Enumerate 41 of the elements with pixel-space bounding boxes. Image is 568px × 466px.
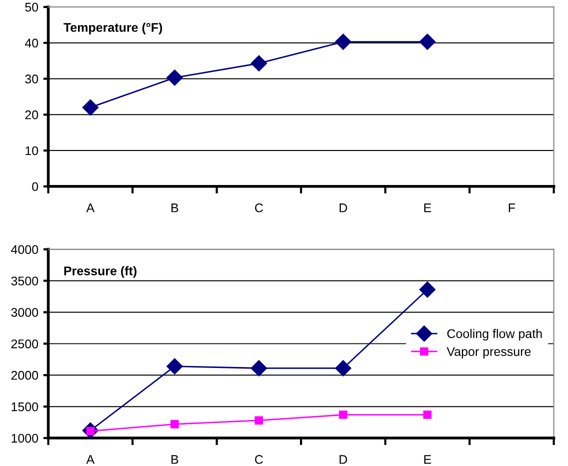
x-tick-label: E (424, 204, 432, 212)
y-tick-label: 1500 (12, 402, 38, 412)
y-tick-label: 20 (25, 110, 38, 120)
x-tick-label: F (508, 204, 515, 212)
x-tick-label: A (86, 455, 95, 464)
y-tick-label: 1000 (12, 434, 38, 443)
point (335, 34, 352, 50)
y-tick-label: 2000 (11, 370, 38, 380)
x-tick-label: D (340, 455, 348, 464)
text: Pressure (ft) (64, 266, 136, 278)
point (170, 420, 179, 428)
point (335, 360, 352, 376)
x-tick-label: C (255, 455, 263, 464)
y-tick-label: 40 (24, 38, 38, 48)
x-tick-label: B (172, 204, 178, 212)
point (423, 410, 432, 419)
y-tick-label: 4000 (11, 245, 38, 254)
point (166, 358, 183, 374)
point (419, 282, 436, 298)
y-tick-label: 30 (25, 74, 38, 84)
x-tick-label: D (340, 204, 348, 212)
legend-label: Cooling flow path (447, 328, 542, 341)
y-tick-label: 2500 (11, 339, 38, 348)
y-tick-label: 0 (32, 182, 38, 192)
point (166, 70, 183, 86)
x-tick-label: A (86, 204, 95, 212)
point (339, 410, 348, 419)
point (254, 416, 264, 425)
legend-label: Vapor pressure (446, 347, 531, 358)
y-tick-label: 10 (26, 146, 38, 156)
text: Temperature (°F) (64, 22, 162, 34)
y-tick-label: 3000 (11, 308, 38, 317)
point (419, 34, 436, 50)
y-tick-label: 50 (25, 2, 38, 12)
x-tick-label: E (424, 455, 432, 464)
point (250, 360, 267, 376)
x-tick-label: C (255, 203, 263, 212)
point (250, 55, 267, 72)
point (82, 99, 98, 116)
y-tick-label: 3500 (11, 276, 38, 286)
x-tick-label: B (172, 455, 178, 464)
